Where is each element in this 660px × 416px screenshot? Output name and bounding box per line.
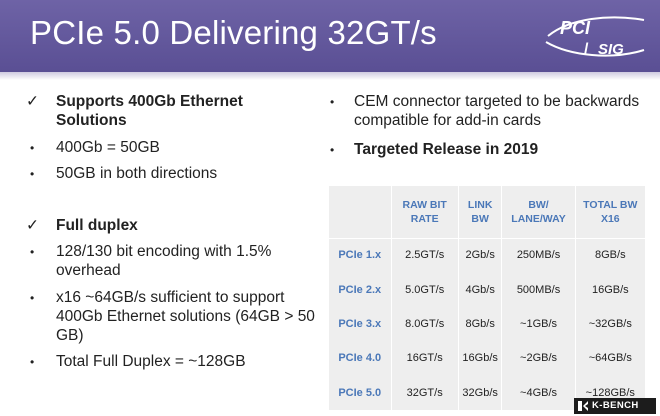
bullet-icon: •: [330, 95, 335, 109]
table-header-cell: BW/ LANE/WAY: [501, 186, 576, 239]
table-header-row: RAW BIT RATE LINK BW BW/ LANE/WAY TOTAL …: [329, 186, 645, 239]
table-cell: 2.5GT/s: [390, 238, 459, 273]
bullet-icon: •: [30, 291, 35, 305]
table-cell: PCIe 3.x: [338, 317, 382, 330]
slide-title: PCIe 5.0 Delivering 32GT/s: [30, 14, 437, 51]
bullet-icon: •: [30, 245, 35, 259]
table-cell: 16GB/s: [574, 272, 645, 307]
table-row: PCIe 3.x 8.0GT/s 8Gb/s ~1GB/s ~32GB/s: [329, 306, 645, 342]
table-cell: ~1GB/s: [501, 306, 576, 342]
table-cell: PCIe 1.x: [338, 249, 382, 262]
table-cell: 4Gb/s: [457, 272, 502, 307]
kbench-logo-icon: [578, 401, 588, 411]
table-cell: PCIe 2.x: [338, 283, 382, 296]
item-text: 400Gb = 50GB: [56, 139, 160, 156]
table-cell: PCIe 4.0: [338, 352, 382, 365]
slide-header: PCIe 5.0 Delivering 32GT/s PCI SIG /: [0, 0, 660, 72]
table-cell: 32Gb/s: [457, 375, 502, 410]
table-cell: 16GT/s: [390, 341, 459, 376]
pci-sig-logo: PCI SIG /: [545, 16, 645, 58]
bullet-icon: •: [330, 143, 335, 157]
item-text: CEM connector targeted to be backwards c…: [354, 93, 640, 129]
svg-text:PCI: PCI: [560, 18, 591, 38]
table-cell: 32GT/s: [390, 375, 459, 410]
item-text: Supports 400Gb Ethernet Solutions: [56, 93, 243, 129]
svg-text:/: /: [584, 41, 589, 58]
pcie-spec-table: RAW BIT RATE LINK BW BW/ LANE/WAY TOTAL …: [329, 186, 645, 410]
item-text: Targeted Release in 2019: [354, 141, 539, 158]
table-cell: 8GB/s: [574, 238, 645, 273]
table-header-cell: LINK BW: [457, 186, 502, 239]
header-divider: [0, 72, 660, 80]
spec-table: RAW BIT RATE LINK BW BW/ LANE/WAY TOTAL …: [329, 186, 645, 410]
table-cell: 8.0GT/s: [390, 306, 459, 342]
bullet-icon: •: [30, 355, 35, 369]
item-text: Full duplex: [56, 217, 138, 234]
item-text: 128/130 bit encoding with 1.5% overhead: [56, 243, 272, 279]
bullet-icon: •: [30, 167, 35, 181]
bullet-icon: •: [30, 141, 35, 155]
table-cell: 8Gb/s: [457, 306, 502, 342]
table-header-cell: RAW BIT RATE: [390, 186, 459, 239]
item-text: x16 ~64GB/s sufficient to support 400Gb …: [56, 289, 315, 344]
table-row: PCIe 4.0 16GT/s 16Gb/s ~2GB/s ~64GB/s: [329, 341, 645, 376]
table-cell: ~32GB/s: [574, 306, 645, 342]
table-cell: PCIe 5.0: [338, 386, 382, 399]
check-icon: ✓: [26, 217, 39, 234]
check-icon: ✓: [26, 93, 39, 110]
svg-text:SIG: SIG: [598, 41, 624, 58]
table-cell: ~4GB/s: [501, 375, 576, 410]
table-header-cell: [329, 186, 391, 239]
table-cell: 500MB/s: [501, 272, 576, 307]
table-row: PCIe 1.x 2.5GT/s 2Gb/s 250MB/s 8GB/s: [329, 238, 645, 273]
item-text: 50GB in both directions: [56, 165, 218, 182]
table-cell: 250MB/s: [501, 238, 576, 273]
table-cell: ~64GB/s: [574, 341, 645, 376]
table-cell: 5.0GT/s: [390, 272, 459, 307]
kbench-watermark: K-BENCH: [574, 398, 656, 414]
table-header-cell: TOTAL BW X16: [574, 186, 645, 239]
table-cell: 2Gb/s: [457, 238, 502, 273]
watermark-text: K-BENCH: [592, 400, 639, 411]
table-cell: ~2GB/s: [501, 341, 576, 376]
table-cell: 16Gb/s: [457, 341, 502, 376]
table-row: PCIe 2.x 5.0GT/s 4Gb/s 500MB/s 16GB/s: [329, 272, 645, 307]
item-text: Total Full Duplex = ~128GB: [56, 353, 246, 370]
